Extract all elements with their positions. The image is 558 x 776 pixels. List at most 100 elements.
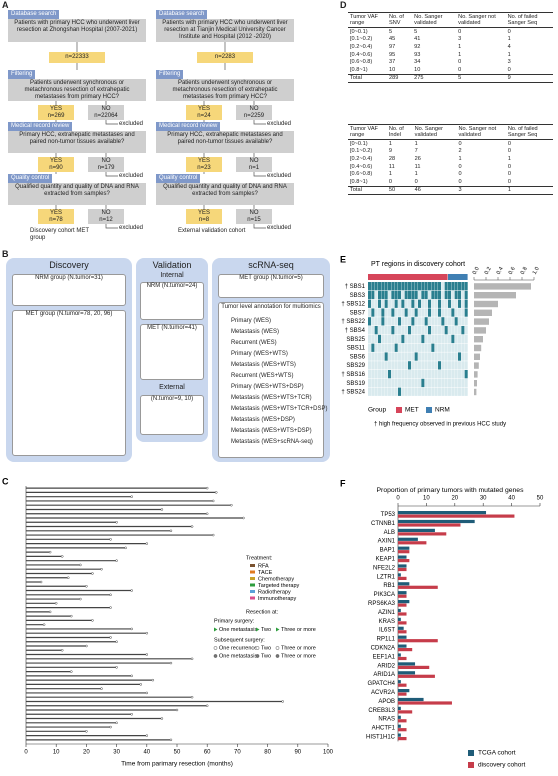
legend-swatch	[396, 407, 402, 413]
heatmap-cell	[381, 282, 385, 291]
yes-count: n=8	[198, 216, 210, 223]
follow-up-end	[230, 503, 233, 507]
table-cell: 11	[388, 163, 395, 170]
heatmap-cell	[444, 387, 448, 396]
follow-up-end	[130, 713, 133, 716]
legend-label: Metastasis (WES+scRNA-seq)	[231, 439, 313, 445]
group-bar	[368, 274, 448, 280]
table-row: [0.8~1) 0 0 0 0	[348, 178, 553, 186]
heatmap-cell	[374, 343, 378, 352]
table-cell: 0	[507, 66, 511, 73]
yes-box: YES n=8	[186, 209, 222, 224]
yes-count: n=269	[47, 112, 65, 119]
legend-label: One recurrence	[219, 645, 257, 651]
no-count: n=15	[247, 216, 261, 223]
legend-label: MET	[405, 407, 419, 414]
table-cell: [0.4~0.6)	[350, 51, 373, 58]
bar	[398, 528, 435, 532]
heatmap-cell	[414, 334, 418, 344]
table-cell: 1	[507, 51, 511, 58]
x-tick-label: 30	[113, 750, 120, 756]
heatmap-cell	[434, 343, 438, 352]
bar	[398, 564, 407, 568]
follow-up-end	[169, 529, 173, 533]
table-cell: 0	[507, 28, 511, 35]
proportion-bar	[474, 327, 486, 334]
heatmap-cell	[461, 378, 465, 388]
table-wrap: Tumor VAF range No. of Indel No. Sanger va…	[348, 124, 553, 196]
group-title: (N.tumor=9, 10)	[150, 396, 194, 402]
heatmap-cell	[398, 326, 402, 335]
heatmap-cell	[368, 361, 372, 370]
table-row: [0.4~0.6) 95 93 1 1	[348, 51, 553, 59]
table-cell: 10	[414, 66, 421, 73]
heatmap-cell	[451, 343, 455, 352]
heatmap-cell	[444, 299, 448, 308]
heatmap-cell	[434, 282, 438, 291]
legend-label: One metastasis	[219, 653, 257, 659]
table-cell: 289	[386, 73, 413, 83]
follow-up-end	[145, 542, 149, 545]
table-row: [0.4~0.6) 11 11 0 0	[348, 163, 553, 171]
legend-label: Two	[261, 653, 271, 659]
heatmap-cell	[438, 370, 442, 379]
count-box: n=22333	[49, 52, 105, 63]
heatmap-cell	[434, 361, 438, 370]
heatmap-cell	[461, 290, 465, 300]
table-cell: 1	[507, 155, 511, 162]
heatmap-cell	[401, 326, 405, 335]
legend-marker	[213, 654, 218, 658]
follow-up-end	[130, 674, 133, 678]
heatmap-cell	[434, 290, 438, 300]
heatmap-cell	[378, 370, 382, 379]
bar	[398, 576, 407, 580]
heatmap-cell	[428, 378, 432, 388]
heatmap-cell	[454, 361, 458, 370]
table-cell: 1	[388, 171, 392, 178]
table-cell: 3	[456, 185, 506, 195]
heatmap-cell	[391, 343, 395, 352]
heatmap-cell	[424, 387, 428, 396]
heatmap-cell	[388, 361, 392, 370]
table-cell: 28	[388, 155, 396, 162]
step-header: Database search	[8, 10, 60, 19]
table-row: [0.6~0.8) 1 1 0 0	[348, 170, 553, 178]
bar	[398, 612, 407, 616]
no-box: NO n=179	[88, 157, 124, 172]
heatmap-cell	[451, 361, 455, 370]
heatmap-cell	[374, 282, 378, 291]
bar	[398, 621, 407, 625]
bar	[398, 671, 416, 675]
heatmap-cell	[368, 290, 372, 300]
heatmap-cell	[421, 326, 425, 335]
heatmap-cell	[371, 308, 375, 317]
table-row: [0~0.1) 1 1 0 0	[348, 140, 553, 148]
heatmap-cell	[384, 378, 388, 388]
bar	[398, 715, 401, 719]
heatmap-cell	[394, 299, 398, 308]
heatmap-cell	[411, 334, 415, 344]
follow-up-end	[109, 538, 112, 541]
heatmap-cell	[458, 334, 462, 344]
table-cell: [0~0.1)	[350, 28, 368, 35]
heatmap-cell	[411, 299, 415, 308]
heatmap-cell	[454, 308, 458, 317]
x-tick-label: 10	[423, 496, 430, 502]
heatmap-cell	[464, 290, 468, 300]
table-cell: 0	[458, 66, 462, 73]
heatmap-cell	[408, 352, 412, 361]
yes-label: YES	[49, 210, 62, 216]
heatmap-cell	[401, 343, 405, 352]
follow-up-end	[70, 670, 73, 673]
bar	[398, 559, 410, 563]
heatmap-cell	[414, 290, 418, 300]
heatmap-cell	[378, 317, 382, 326]
heatmap-cell	[438, 308, 442, 317]
legend-label: RFA	[258, 563, 269, 569]
heatmap-cell	[444, 326, 448, 335]
y-tick-label: BAP1	[380, 548, 396, 554]
table-cell: 1	[388, 140, 392, 147]
row-label: SBS6	[350, 354, 366, 360]
arrow	[105, 172, 118, 177]
heatmap-cell	[378, 387, 382, 396]
